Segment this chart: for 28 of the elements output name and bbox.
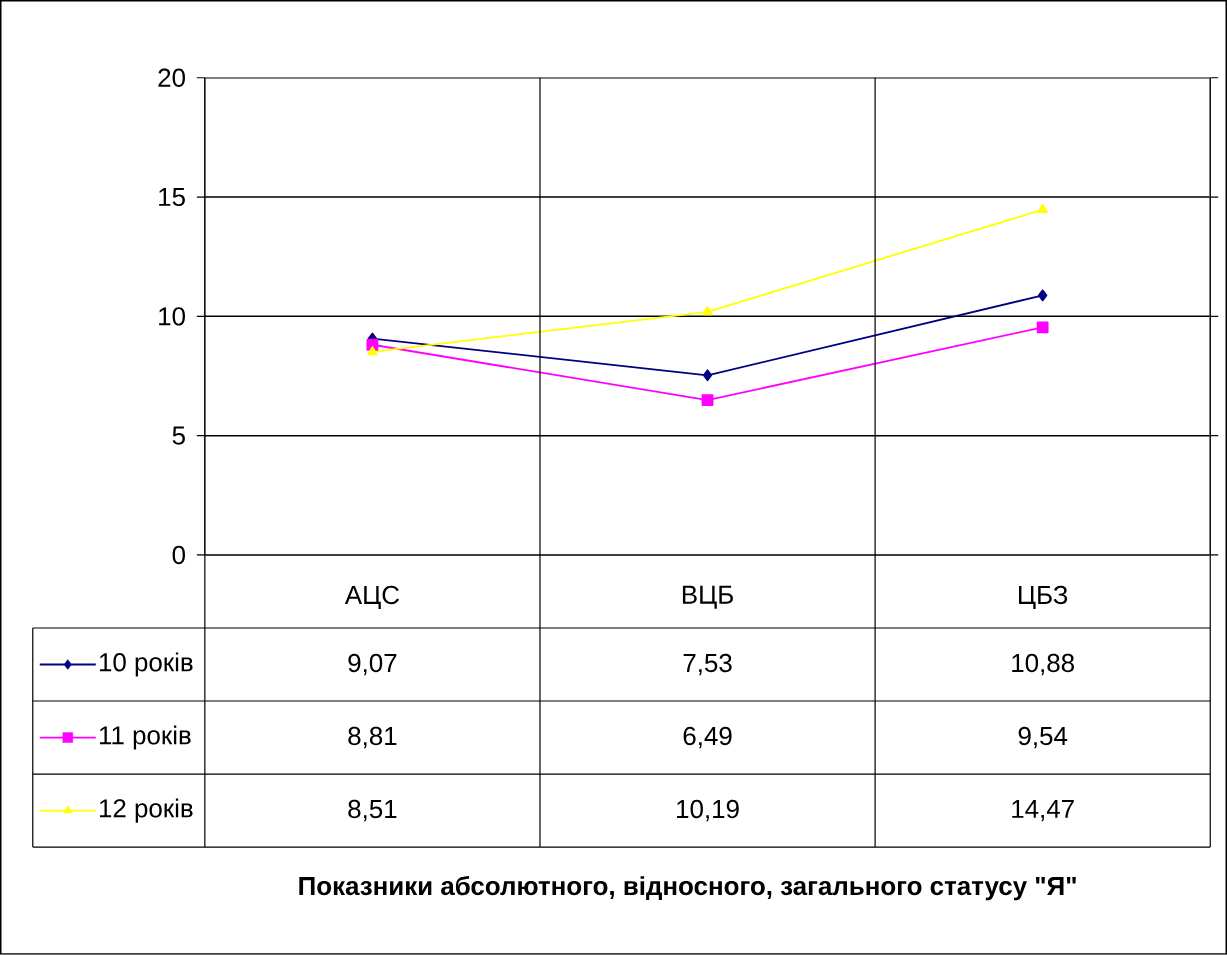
y-tick-label: 0: [172, 545, 185, 565]
data-label: 14,47: [1012, 800, 1074, 822]
x-tick-label: ЦБЗ: [1019, 585, 1068, 610]
data-label: 10,88: [1012, 653, 1074, 676]
data-label: 9,54: [1018, 726, 1068, 749]
point: [367, 346, 378, 356]
legend-label: 10 років: [99, 652, 193, 677]
y-tick-label: 20: [158, 68, 185, 87]
data-label: 10,19: [677, 799, 739, 822]
data-label: 6,49: [683, 726, 732, 749]
text: Показники абсолютного, відносного, загального статусу "Я": [299, 875, 1076, 901]
legend-label: 12 років: [99, 798, 193, 823]
x-tick-label: АЦС: [344, 585, 400, 610]
point: [701, 394, 714, 407]
point: [702, 305, 713, 316]
legend-label: 11 років: [99, 725, 191, 750]
point: [1036, 321, 1049, 334]
data-label: 9,07: [348, 653, 397, 676]
point: [1038, 289, 1048, 302]
point: [1037, 203, 1048, 214]
y-tick-label: 15: [159, 188, 185, 207]
point: [702, 369, 713, 382]
y-tick-label: 5: [172, 426, 185, 445]
data-label: 7,53: [683, 653, 732, 676]
data-label: 8,81: [348, 726, 397, 749]
x-tick-label: ВЦБ: [682, 585, 733, 609]
y-tick-label: 10: [159, 307, 185, 326]
data-label: 8,51: [348, 799, 397, 822]
